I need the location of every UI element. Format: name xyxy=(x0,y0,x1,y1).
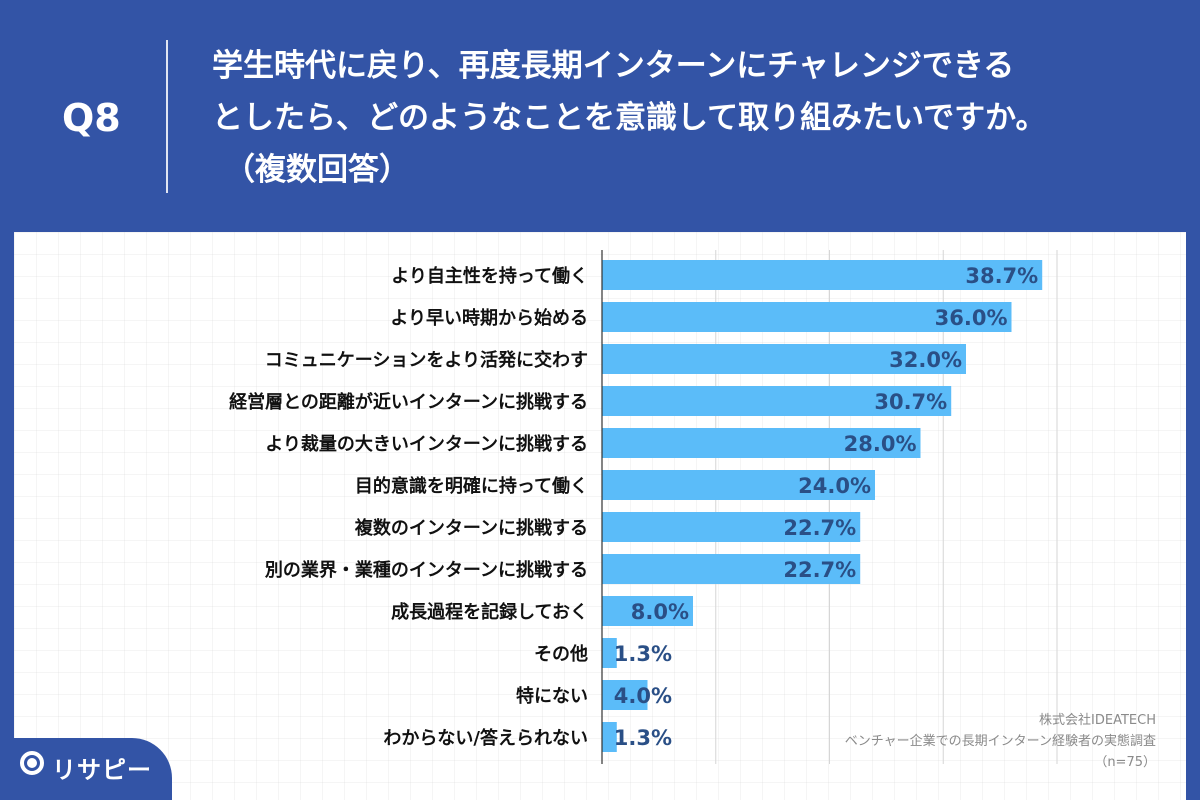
value-label: 24.0% xyxy=(798,474,871,498)
category-label: 経営層との距離が近いインターンに挑戦する xyxy=(229,391,588,413)
question-line-2: としたら、どのようなことを意識して取り組みたいですか。 xyxy=(212,100,1047,136)
category-label: 成長過程を記録しておく xyxy=(391,601,588,623)
logo-text: リサピー xyxy=(52,756,152,784)
chart-panel: より自主性を持って働く 38.7% より早い時期から始める 36.0% コミュニケーショ… xyxy=(14,232,1186,800)
value-label: 36.0% xyxy=(935,306,1008,330)
bar xyxy=(602,302,1012,332)
question-number: Q8 xyxy=(62,96,121,140)
category-label: コミュニケーションをより活発に交わす xyxy=(265,349,588,371)
value-label: 1.3% xyxy=(614,642,672,666)
category-label: より早い時期から始める xyxy=(390,307,588,329)
question-text: 学生時代に戻り、再度長期インターンにチャレンジできる としたら、どのようなことを… xyxy=(212,40,1172,196)
value-label: 22.7% xyxy=(783,558,856,582)
category-label: わからない/答えられない xyxy=(383,727,588,749)
bar xyxy=(602,596,693,626)
header-divider xyxy=(166,40,168,193)
logo: リサピー xyxy=(0,738,172,800)
question-sub: （複数回答） xyxy=(224,152,410,188)
value-label: 32.0% xyxy=(889,348,962,372)
bar xyxy=(602,512,861,542)
bar xyxy=(602,638,617,668)
value-label: 8.0% xyxy=(631,600,689,624)
category-label: その他 xyxy=(534,643,588,665)
header: Q8 学生時代に戻り、再度長期インターンにチャレンジできる としたら、どのような… xyxy=(0,0,1200,232)
source-company: 株式会社IDEATECH xyxy=(1039,713,1156,728)
question-line-1: 学生時代に戻り、再度長期インターンにチャレンジできる xyxy=(212,48,1015,84)
bar xyxy=(602,470,875,500)
pin-icon xyxy=(20,751,44,775)
source-sample: （n=75） xyxy=(1094,755,1156,770)
category-label: より自主性を持って働く xyxy=(391,265,588,287)
value-label: 4.0% xyxy=(614,684,672,708)
category-label: 目的意識を明確に持って働く xyxy=(355,475,588,497)
bar xyxy=(602,722,617,752)
category-label: 複数のインターンに挑戦する xyxy=(354,517,588,539)
source-survey: ベンチャー企業での長期インターン経験者の実態調査 xyxy=(844,734,1156,749)
bar xyxy=(602,428,921,458)
category-label: 別の業界・業種のインターンに挑戦する xyxy=(265,559,588,581)
bar xyxy=(602,260,1043,290)
source-note: 株式会社IDEATECH ベンチャー企業での長期インターン経験者の実態調査 （n… xyxy=(845,710,1156,773)
bar xyxy=(602,554,861,584)
bar xyxy=(602,680,648,710)
category-label: より裁量の大きいインターンに挑戦する xyxy=(265,433,588,455)
category-label: 特にない xyxy=(516,685,588,707)
value-label: 22.7% xyxy=(783,516,856,540)
value-label: 28.0% xyxy=(844,432,917,456)
bar-chart: より自主性を持って働く 38.7% より早い時期から始める 36.0% コミュニケーショ… xyxy=(229,250,1058,764)
bar xyxy=(602,386,952,416)
value-label: 38.7% xyxy=(965,264,1038,288)
value-label: 1.3% xyxy=(614,726,672,750)
bar xyxy=(602,344,966,374)
value-label: 30.7% xyxy=(874,390,947,414)
